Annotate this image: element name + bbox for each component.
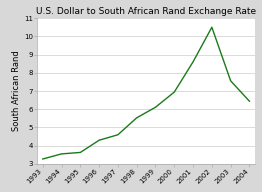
Title: U.S. Dollar to South African Rand Exchange Rate: U.S. Dollar to South African Rand Exchan… <box>36 7 256 16</box>
Y-axis label: South African Rand: South African Rand <box>12 51 21 131</box>
